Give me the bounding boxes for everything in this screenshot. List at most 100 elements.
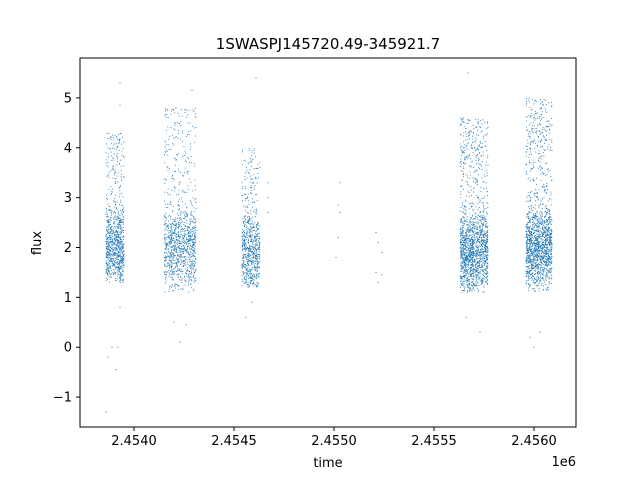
data-point [485, 250, 487, 252]
data-point [165, 256, 167, 258]
data-point [119, 231, 121, 233]
data-point [122, 208, 124, 210]
data-point [461, 240, 463, 242]
data-point [189, 256, 191, 258]
data-point [108, 239, 110, 241]
data-point [169, 223, 171, 225]
data-point [252, 226, 254, 228]
data-point [461, 234, 463, 236]
data-point [548, 133, 550, 135]
data-point [179, 268, 181, 270]
data-point [177, 246, 179, 248]
data-point [121, 227, 122, 228]
data-point [119, 238, 121, 240]
data-point [241, 281, 243, 282]
data-point [244, 176, 246, 178]
data-point [252, 242, 254, 243]
data-point [535, 101, 537, 103]
data-point [245, 248, 246, 250]
data-point [481, 280, 483, 282]
data-point [175, 250, 177, 252]
data-point [470, 274, 472, 276]
data-point [478, 262, 480, 264]
data-point [250, 223, 252, 225]
data-point [546, 273, 548, 275]
data-point [193, 111, 195, 113]
data-point [476, 257, 477, 259]
data-point [549, 139, 551, 141]
data-point [188, 284, 189, 286]
data-point [470, 255, 472, 257]
data-point [460, 170, 462, 172]
data-point [246, 280, 248, 282]
data-point [179, 251, 181, 253]
data-point [461, 261, 463, 263]
data-point [174, 255, 176, 257]
data-point [106, 243, 108, 245]
data-point [191, 211, 193, 212]
data-point [245, 251, 246, 253]
data-point [170, 274, 172, 276]
data-point [529, 274, 531, 276]
data-point [466, 259, 468, 261]
data-point [463, 283, 465, 285]
data-point [116, 243, 118, 245]
data-point [183, 263, 185, 265]
data-point [464, 263, 465, 265]
data-point [548, 263, 550, 265]
data-point [479, 246, 481, 248]
data-point [123, 216, 124, 218]
data-point [195, 226, 197, 228]
data-point [477, 162, 479, 164]
data-point [165, 256, 167, 258]
data-point [193, 232, 195, 234]
data-point [476, 272, 478, 274]
data-point [123, 264, 125, 266]
data-point [111, 159, 113, 161]
data-point [545, 279, 547, 281]
data-point [483, 231, 485, 232]
data-point [253, 240, 255, 242]
data-point [109, 209, 111, 211]
data-point [483, 278, 485, 280]
data-point [463, 276, 465, 278]
data-point [119, 264, 121, 266]
data-point [530, 243, 532, 245]
data-point [470, 243, 472, 245]
data-point [550, 241, 552, 243]
data-point [463, 239, 465, 241]
data-point [482, 239, 484, 241]
data-point [195, 198, 197, 200]
data-point [542, 222, 544, 224]
data-point [473, 252, 475, 254]
data-point [470, 247, 472, 249]
data-point [183, 260, 185, 261]
data-point [185, 239, 187, 241]
data-point [165, 259, 167, 261]
data-point [166, 113, 168, 115]
data-point [246, 268, 248, 270]
data-point [109, 148, 111, 150]
data-point [470, 264, 472, 266]
data-point [479, 252, 481, 254]
data-point [106, 132, 108, 134]
data-point [178, 246, 179, 248]
data-point [244, 243, 246, 245]
data-point [111, 143, 113, 145]
data-point [460, 124, 462, 126]
data-point [481, 239, 483, 241]
data-point [177, 254, 179, 256]
data-point [461, 232, 463, 234]
data-point [248, 270, 250, 272]
data-point [461, 270, 463, 272]
data-point [256, 255, 257, 256]
data-point [483, 197, 485, 199]
data-point [180, 253, 182, 255]
data-point [109, 250, 111, 252]
data-point [115, 259, 116, 261]
data-point [465, 260, 467, 262]
data-point [245, 236, 247, 238]
data-point [248, 242, 249, 244]
data-point [485, 247, 487, 249]
data-point [462, 229, 464, 231]
